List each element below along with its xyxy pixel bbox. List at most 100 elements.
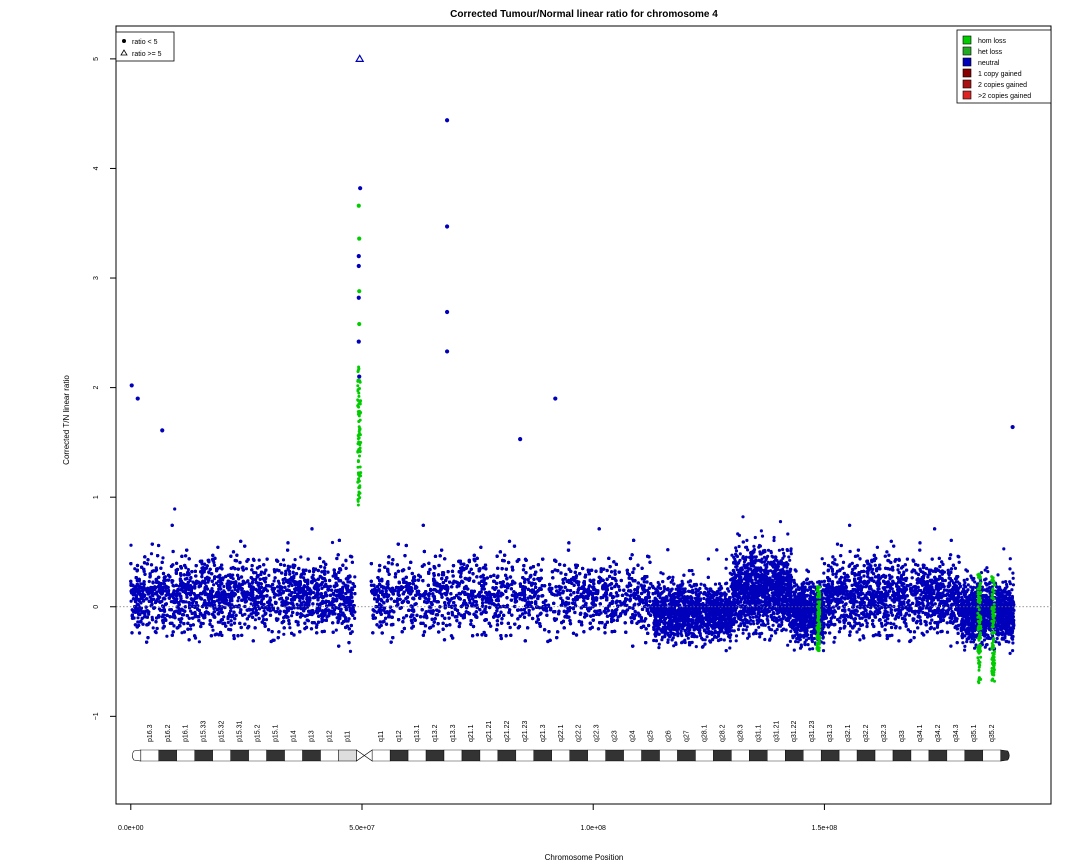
data-point <box>270 630 274 634</box>
data-point <box>182 622 186 626</box>
data-point <box>187 601 191 605</box>
data-point <box>259 600 263 604</box>
data-point <box>324 594 328 598</box>
data-point <box>249 576 253 580</box>
data-point <box>141 622 145 626</box>
data-point <box>293 588 297 592</box>
data-point <box>256 583 260 587</box>
data-point <box>264 576 268 580</box>
data-point <box>251 585 255 590</box>
data-point <box>340 590 345 595</box>
data-point <box>348 608 352 613</box>
data-point <box>166 578 170 582</box>
data-point <box>132 592 136 596</box>
data-point <box>141 582 145 586</box>
data-point <box>181 600 185 604</box>
data-point <box>298 589 302 593</box>
data-point <box>137 631 142 635</box>
data-point <box>258 565 262 569</box>
data-point <box>229 574 234 578</box>
data-point <box>190 570 194 574</box>
data-point <box>150 592 154 597</box>
data-point <box>334 628 338 632</box>
data-point <box>353 575 357 579</box>
data-point <box>216 545 220 549</box>
data-point <box>351 582 355 586</box>
data-point <box>331 597 335 601</box>
data-point <box>155 626 159 631</box>
data-point <box>129 583 133 587</box>
chart-title: Corrected Tumour/Normal linear ratio for… <box>450 9 718 20</box>
data-point <box>178 577 182 581</box>
data-point <box>276 636 280 640</box>
data-point <box>151 626 155 630</box>
data-point <box>179 620 183 624</box>
data-point <box>179 595 183 599</box>
data-point <box>347 641 351 645</box>
data-point <box>229 566 233 570</box>
data-point <box>236 567 240 571</box>
data-point <box>274 601 278 606</box>
data-point <box>299 555 303 559</box>
data-point <box>241 613 245 617</box>
data-point <box>295 602 299 607</box>
data-point <box>194 581 198 586</box>
data-point <box>271 608 275 612</box>
data-point <box>262 609 266 613</box>
data-point <box>183 590 187 595</box>
data-point <box>178 611 182 615</box>
data-point <box>353 592 357 596</box>
data-point <box>146 558 150 562</box>
x-axis-label: Chromosome Position <box>545 853 624 862</box>
data-point <box>316 568 320 573</box>
data-point <box>303 578 307 583</box>
data-point <box>348 649 353 654</box>
data-point <box>165 613 169 618</box>
data-point <box>273 576 277 580</box>
data-point <box>287 622 291 626</box>
data-point <box>174 571 178 576</box>
data-point <box>155 616 159 620</box>
data-point <box>212 615 216 619</box>
data-point <box>308 596 312 600</box>
data-point <box>234 580 238 584</box>
data-point <box>338 579 343 583</box>
data-point <box>226 579 230 583</box>
data-point <box>180 554 184 559</box>
data-point <box>149 552 154 556</box>
data-point <box>180 617 184 621</box>
data-point <box>311 602 315 606</box>
data-point <box>279 562 283 567</box>
data-point <box>233 567 237 571</box>
data-point <box>224 624 228 628</box>
data-point <box>301 568 305 572</box>
data-point <box>243 544 247 548</box>
data-point <box>194 601 198 605</box>
data-point <box>265 584 269 588</box>
data-point <box>150 569 154 573</box>
data-point <box>316 577 320 581</box>
data-point <box>141 589 145 593</box>
data-point <box>208 622 212 626</box>
data-point <box>212 563 217 567</box>
data-point <box>254 608 258 613</box>
data-point <box>160 591 164 595</box>
data-point <box>223 601 227 605</box>
data-point <box>324 608 328 612</box>
data-point <box>172 592 176 596</box>
y-axis-label: Corrected T/N linear ratio <box>62 375 71 465</box>
data-point <box>347 596 351 600</box>
data-point <box>160 615 164 619</box>
data-point <box>143 555 147 559</box>
data-point <box>267 573 271 578</box>
data-point <box>344 577 348 581</box>
data-point <box>321 596 325 600</box>
data-point <box>136 616 140 620</box>
data-point <box>250 568 254 572</box>
data-point <box>147 588 151 592</box>
data-point <box>245 608 249 612</box>
data-point <box>207 598 211 602</box>
data-point <box>295 612 299 616</box>
data-point <box>292 565 296 570</box>
